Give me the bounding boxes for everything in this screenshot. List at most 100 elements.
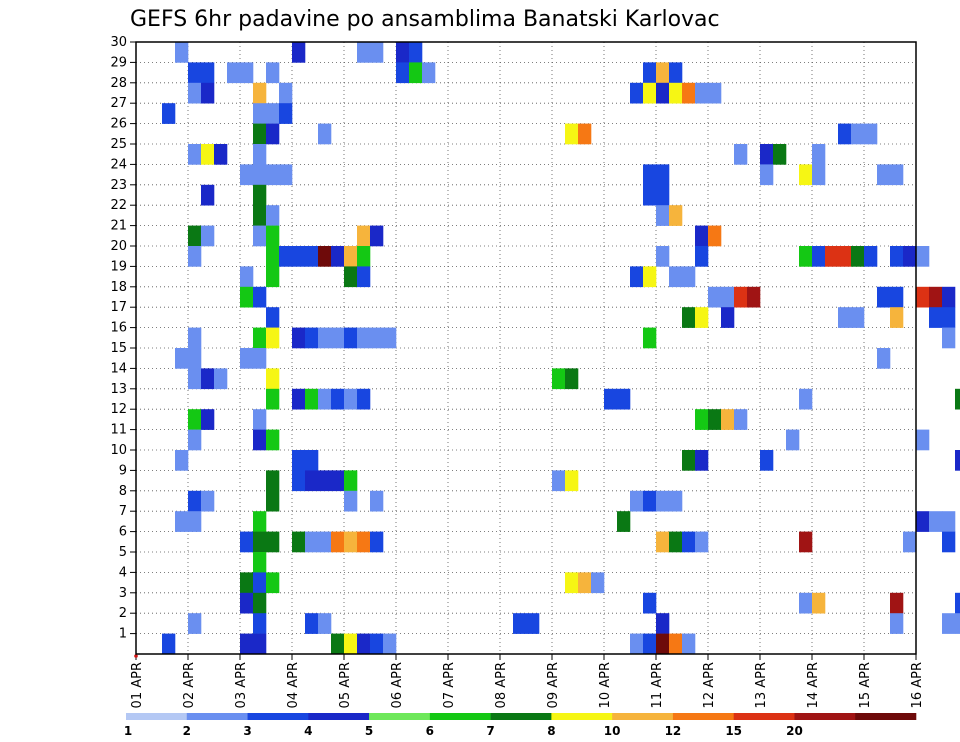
heatmap-cell — [890, 307, 904, 328]
heatmap-cell — [695, 450, 709, 471]
heatmap-cell — [669, 205, 683, 226]
heatmap-cell — [851, 307, 865, 328]
heatmap-cell — [344, 246, 358, 267]
heatmap-cell — [266, 429, 280, 451]
heatmap-cell — [669, 62, 683, 84]
heatmap-cells — [162, 42, 960, 655]
x-tick-label: 12 APR — [702, 662, 717, 708]
heatmap-cell — [682, 450, 696, 471]
heatmap-cell — [656, 246, 670, 267]
x-tick-label: 15 APR — [858, 662, 873, 708]
y-tick-label: 2 — [119, 606, 127, 621]
heatmap-cell — [890, 613, 904, 634]
heatmap-cell — [708, 82, 722, 104]
heatmap-cell — [188, 327, 202, 349]
heatmap-cell — [799, 246, 813, 267]
heatmap-cell — [656, 164, 670, 186]
colorbar-label: 10 — [604, 724, 621, 738]
heatmap-cell — [292, 450, 306, 471]
heatmap-cell — [643, 266, 657, 288]
heatmap-cell — [344, 633, 358, 655]
heatmap-cell — [370, 490, 384, 512]
y-tick-label: 20 — [110, 239, 127, 254]
colorbar-swatch — [672, 713, 734, 720]
heatmap-cell — [175, 450, 189, 471]
colorbar-swatch — [429, 713, 491, 720]
heatmap-cell — [864, 123, 878, 145]
heatmap-cell — [253, 184, 267, 206]
heatmap-cell — [331, 388, 345, 410]
heatmap-cell — [643, 82, 657, 104]
heatmap-cell — [370, 42, 384, 63]
heatmap-cell — [695, 246, 709, 267]
heatmap-cell — [240, 286, 254, 308]
heatmap-cell — [253, 82, 267, 104]
heatmap-cell — [955, 592, 960, 614]
y-tick-label: 13 — [110, 382, 127, 397]
heatmap-cell — [903, 246, 917, 267]
colorbar-label: 20 — [786, 724, 803, 738]
heatmap-cell — [721, 286, 735, 308]
heatmap-cell — [565, 470, 579, 492]
heatmap-cell — [422, 62, 436, 84]
y-tick-label: 10 — [110, 443, 127, 458]
x-tick-label: 05 APR — [338, 662, 353, 708]
y-tick-label: 29 — [110, 55, 127, 70]
heatmap-cell — [253, 592, 267, 614]
heatmap-cell — [201, 144, 215, 165]
heatmap-cell — [292, 327, 306, 349]
y-tick-label: 28 — [110, 76, 127, 91]
heatmap-cell — [682, 307, 696, 328]
heatmap-cell — [851, 246, 865, 267]
heatmap-cell — [253, 144, 267, 165]
colorbar-label: 5 — [365, 724, 373, 738]
heatmap-cell — [656, 62, 670, 84]
heatmap-cell — [240, 531, 254, 553]
heatmap-cell — [266, 470, 280, 492]
heatmap-cell — [669, 266, 683, 288]
heatmap-cell — [565, 572, 579, 594]
heatmap-cell — [370, 225, 384, 247]
y-tick-label: 14 — [110, 361, 127, 376]
heatmap-cell — [253, 572, 267, 594]
heatmap-cell — [344, 327, 358, 349]
heatmap-cell — [305, 450, 319, 471]
heatmap-cell — [305, 388, 319, 410]
heatmap-cell — [240, 592, 254, 614]
y-tick-label: 17 — [110, 300, 127, 315]
y-tick-label: 15 — [110, 341, 127, 356]
heatmap-cell — [812, 246, 826, 267]
heatmap-cell — [890, 286, 904, 308]
heatmap-cell — [344, 470, 358, 492]
heatmap-cell — [708, 286, 722, 308]
heatmap-cell — [279, 246, 293, 267]
heatmap-cell — [955, 613, 960, 634]
heatmap-cell — [240, 62, 254, 84]
y-tick-label: 30 — [110, 35, 127, 50]
y-tick-label: 25 — [110, 137, 127, 152]
heatmap-cell — [357, 388, 371, 410]
x-axis-ticks: 01 APR 02 APR 03 APR 04 APR 05 APR 06 APR 07 A… — [130, 654, 925, 708]
heatmap-cell — [929, 511, 943, 532]
y-tick-label: 24 — [110, 157, 127, 172]
heatmap-cell — [344, 490, 358, 512]
heatmap-cell — [851, 123, 865, 145]
heatmap-cell — [318, 388, 332, 410]
x-tick-label: 09 APR — [546, 662, 561, 708]
heatmap-cell — [279, 164, 293, 186]
colorbar-swatch — [551, 713, 613, 720]
heatmap-cell — [656, 490, 670, 512]
y-tick-label: 5 — [119, 545, 127, 560]
heatmap-cell — [617, 511, 631, 532]
heatmap-cell — [292, 388, 306, 410]
heatmap-cell — [318, 531, 332, 553]
heatmap-cell — [656, 205, 670, 226]
heatmap-cell — [942, 307, 956, 328]
x-tick-label: 07 APR — [442, 662, 457, 708]
y-tick-label: 4 — [119, 565, 127, 580]
heatmap-cell — [799, 531, 813, 553]
heatmap-cell — [344, 266, 358, 288]
heatmap-cell — [643, 62, 657, 84]
heatmap-cell — [318, 123, 332, 145]
heatmap-cell — [695, 409, 709, 430]
